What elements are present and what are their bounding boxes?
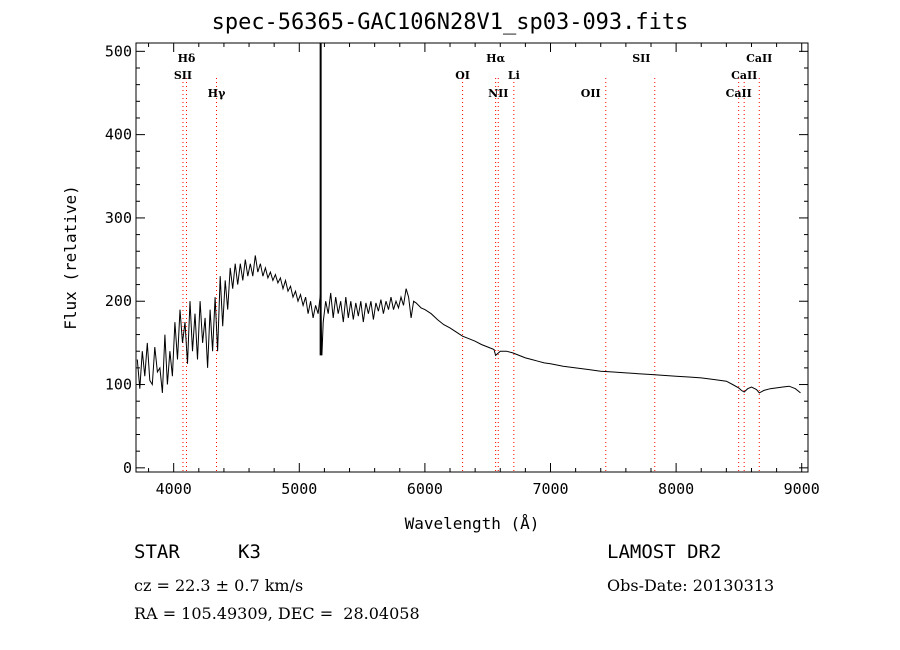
spectral-line-label: CaII: [726, 87, 752, 100]
spectral-line-label: Li: [508, 69, 520, 82]
chart-title: spec-56365-GAC106N28V1_sp03-093.fits: [211, 10, 689, 35]
y-tick-label: 0: [123, 459, 132, 477]
spectral-line-label: CaII: [746, 52, 772, 65]
x-axis-label: Wavelength (Å): [405, 514, 540, 533]
spectral-line-label: CaII: [731, 69, 757, 82]
x-tick-label: 7000: [532, 480, 568, 498]
spectral-line-label: OII: [581, 87, 601, 100]
coordinates-label: RA = 105.49309, DEC = 28.04058: [134, 604, 420, 623]
object-class-label: STAR: [134, 541, 180, 563]
object-subclass-label: K3: [238, 541, 261, 563]
y-tick-label: 500: [105, 42, 132, 60]
y-axis-label: Flux (relative): [61, 185, 80, 330]
spectral-line-label: SII: [632, 52, 650, 65]
y-tick-label: 400: [105, 126, 132, 144]
spectral-line-label: Hα: [486, 52, 505, 65]
spectral-line-label: OI: [455, 69, 470, 82]
x-tick-label: 4000: [156, 480, 192, 498]
x-tick-label: 9000: [784, 480, 820, 498]
survey-label: LAMOST DR2: [607, 541, 722, 563]
spectrum-series-line: [136, 255, 801, 394]
y-tick-label: 200: [105, 292, 132, 310]
y-tick-label: 300: [105, 209, 132, 227]
spectral-line-label: Hδ: [178, 52, 196, 65]
spectral-line-label: NII: [488, 87, 508, 100]
obs-date-label: Obs-Date: 20130313: [607, 576, 775, 595]
x-tick-label: 6000: [407, 480, 443, 498]
y-tick-label: 100: [105, 376, 132, 394]
x-tick-label: 8000: [658, 480, 694, 498]
x-tick-label: 5000: [281, 480, 317, 498]
redshift-label: cz = 22.3 ± 0.7 km/s: [134, 576, 304, 595]
plot-frame: [135, 42, 809, 473]
spectral-line-label: Hγ: [208, 87, 226, 100]
spectral-line-label: SII: [174, 69, 192, 82]
